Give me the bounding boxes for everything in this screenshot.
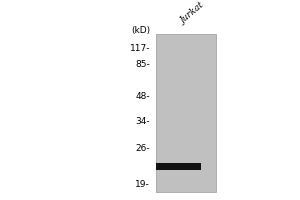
Text: 34-: 34- bbox=[135, 117, 150, 126]
Text: 48-: 48- bbox=[135, 92, 150, 101]
Bar bbox=[156, 34, 216, 192]
Text: Jurkat: Jurkat bbox=[178, 1, 206, 26]
Text: (kD): (kD) bbox=[131, 26, 150, 35]
Bar bbox=[156, 163, 201, 170]
Text: 117-: 117- bbox=[130, 44, 150, 53]
Text: 19-: 19- bbox=[135, 180, 150, 189]
Text: 26-: 26- bbox=[135, 144, 150, 153]
Text: 85-: 85- bbox=[135, 60, 150, 69]
